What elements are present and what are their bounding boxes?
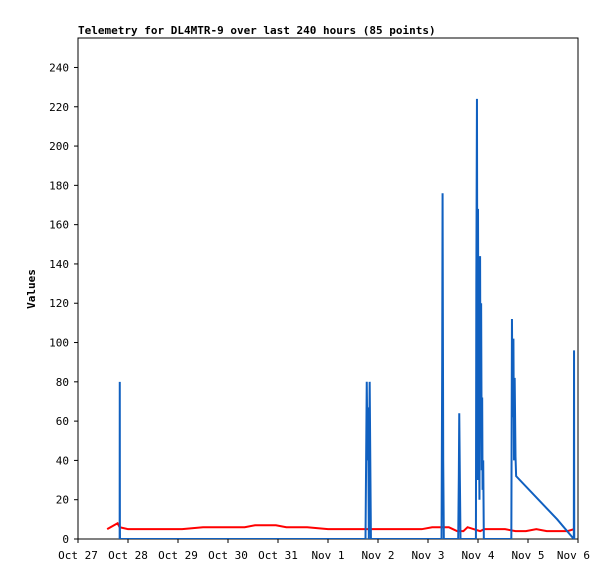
y-tick-label: 120 bbox=[49, 297, 69, 310]
x-tick-label: Nov 3 bbox=[411, 549, 444, 562]
y-tick-label: 160 bbox=[49, 219, 69, 232]
x-axis: Oct 27 Oct 28 Oct 29 Oct 30 Oct 31 Nov 1 Nov 2… bbox=[58, 539, 590, 562]
y-axis: 0 20 40 60 80 100 120 140 160 180 200 220 240 bbox=[49, 61, 78, 546]
y-tick-label: 80 bbox=[56, 376, 69, 389]
y-tick-label: 100 bbox=[49, 337, 69, 350]
y-tick-label: 220 bbox=[49, 101, 69, 114]
x-tick-label: Oct 28 bbox=[108, 549, 148, 562]
x-tick-label: Nov 5 bbox=[511, 549, 544, 562]
x-tick-label: Oct 29 bbox=[158, 549, 198, 562]
series-line-1 bbox=[118, 98, 576, 539]
x-tick-label: Oct 31 bbox=[258, 549, 298, 562]
y-tick-label: 180 bbox=[49, 179, 69, 192]
y-tick-label: 60 bbox=[56, 415, 69, 428]
y-tick-label: 20 bbox=[56, 494, 69, 507]
y-tick-label: 0 bbox=[62, 533, 69, 546]
x-tick-label: Oct 30 bbox=[208, 549, 248, 562]
series-group bbox=[106, 98, 576, 539]
y-tick-label: 140 bbox=[49, 258, 69, 271]
x-tick-label: Nov 4 bbox=[461, 549, 494, 562]
x-tick-label: Nov 2 bbox=[361, 549, 394, 562]
series-line-0 bbox=[106, 521, 575, 533]
y-tick-label: 200 bbox=[49, 140, 69, 153]
x-tick-label: Nov 6 bbox=[557, 549, 590, 562]
plot-frame bbox=[77, 37, 579, 540]
y-tick-label: 240 bbox=[49, 61, 69, 74]
x-tick-label: Oct 27 bbox=[58, 549, 98, 562]
y-tick-label: 40 bbox=[56, 454, 69, 467]
x-tick-label: Nov 1 bbox=[311, 549, 344, 562]
y-axis-label: Values bbox=[25, 269, 38, 309]
chart-title: Telemetry for DL4MTR-9 over last 240 hou… bbox=[78, 24, 436, 37]
